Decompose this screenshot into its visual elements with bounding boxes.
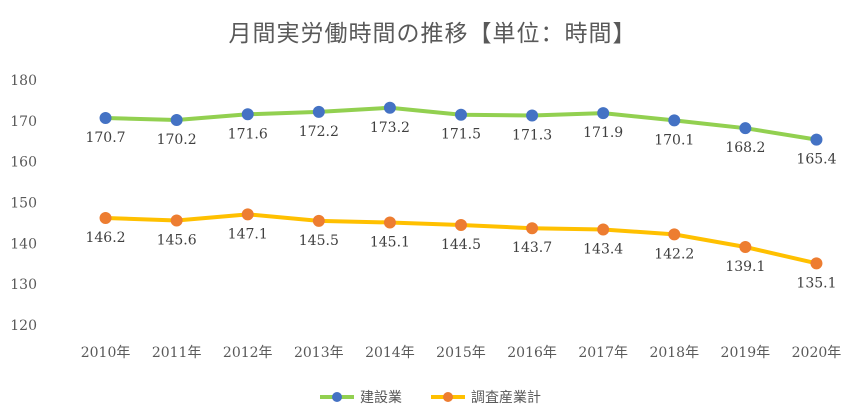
x-tick-label: 2016年: [507, 345, 557, 361]
data-point: [739, 122, 752, 135]
y-tick-label: 160: [10, 155, 37, 171]
data-label: 165.4: [796, 152, 836, 168]
y-tick-label: 140: [10, 236, 37, 252]
data-label: 173.2: [370, 120, 410, 136]
data-point: [241, 208, 254, 221]
legend: 建設業 調査産業計: [320, 390, 541, 406]
x-tick-label: 2013年: [294, 345, 344, 361]
data-label: 147.1: [228, 226, 268, 242]
legend-marker-2: [443, 392, 453, 402]
legend-label-1: 建設業: [360, 390, 402, 406]
data-label: 171.5: [441, 127, 481, 143]
data-point: [597, 107, 610, 120]
series-points: [99, 101, 823, 270]
data-label: 144.5: [441, 237, 481, 253]
x-tick-label: 2014年: [365, 345, 415, 361]
data-point: [810, 257, 823, 270]
data-point: [170, 114, 183, 127]
data-point: [383, 101, 396, 114]
data-point: [810, 133, 823, 146]
chart-title: 月間実労働時間の推移【単位：時間】: [228, 21, 637, 47]
data-label: 172.2: [299, 124, 339, 140]
data-label: 168.2: [725, 140, 765, 156]
data-point: [99, 111, 112, 124]
legend-label-2: 調査産業計: [471, 390, 541, 406]
x-tick-label: 2017年: [578, 345, 628, 361]
data-point: [455, 218, 467, 231]
y-tick-label: 150: [10, 196, 37, 212]
data-label: 145.1: [370, 235, 410, 251]
y-tick-label: 180: [10, 73, 37, 89]
data-label: 142.2: [654, 246, 694, 262]
x-tick-label: 2010年: [81, 345, 131, 361]
y-tick-label: 130: [10, 277, 37, 293]
data-label: 145.6: [157, 232, 197, 248]
data-point: [383, 216, 396, 229]
data-label: 143.4: [583, 241, 623, 257]
x-tick-label: 2018年: [649, 345, 699, 361]
data-point: [526, 109, 539, 122]
x-tick-label: 2011年: [152, 345, 202, 361]
data-label: 170.7: [85, 130, 125, 146]
y-axis: 120 130 140 150 160 170 180: [10, 73, 37, 334]
x-tick-label: 2012年: [223, 345, 273, 361]
x-tick-label: 2019年: [721, 345, 771, 361]
data-point: [455, 108, 467, 121]
data-label: 145.5: [299, 233, 339, 249]
data-label: 170.1: [654, 132, 694, 148]
data-point: [170, 214, 183, 227]
y-tick-label: 170: [10, 114, 37, 130]
x-axis: 2010年 2011年 2012年 2013年 2014年 2015年 2016年 2017年…: [81, 345, 842, 361]
data-label: 135.1: [796, 275, 836, 291]
data-label: 171.6: [228, 126, 268, 142]
y-tick-label: 120: [10, 318, 37, 334]
data-point: [668, 114, 681, 127]
data-point: [99, 212, 112, 225]
data-labels: 170.7 170.2 171.6 172.2 173.2 171.5 171.3 171.9…: [85, 120, 836, 292]
data-point: [597, 223, 610, 236]
x-tick-label: 2020年: [792, 345, 842, 361]
data-point: [668, 228, 681, 241]
data-point: [312, 214, 325, 227]
data-point: [241, 108, 254, 121]
data-label: 171.9: [583, 125, 623, 141]
data-label: 171.3: [512, 128, 552, 144]
data-label: 146.2: [85, 230, 125, 246]
x-tick-label: 2015年: [436, 345, 486, 361]
data-label: 139.1: [725, 259, 765, 275]
legend-marker-1: [332, 392, 342, 402]
data-point: [526, 222, 539, 235]
data-point: [312, 105, 325, 118]
data-label: 143.7: [512, 240, 552, 256]
data-label: 170.2: [157, 132, 197, 148]
data-point: [739, 241, 752, 254]
